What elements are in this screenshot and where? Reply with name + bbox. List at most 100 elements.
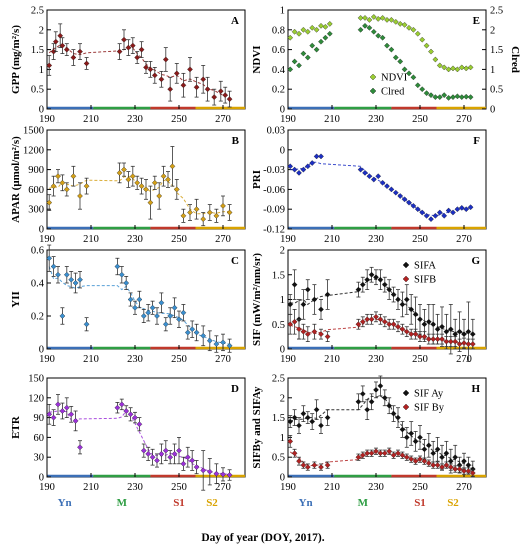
data-point [432,56,439,63]
y-axis-label: YII [10,291,22,308]
data-point [184,454,191,461]
x-tick-label: 270 [456,234,472,245]
data-point [300,328,307,335]
data-point [388,186,395,193]
data-point [452,466,459,472]
data-point [291,58,298,65]
data-point [50,183,57,189]
data-point [162,447,169,454]
data-point [63,186,70,193]
y2-tick-label: 1 [490,65,495,76]
data-point [287,321,294,328]
data-point [463,93,470,100]
data-point [287,438,294,445]
legend-label: SIF By [414,403,445,414]
data-point [412,311,419,318]
data-point [461,331,467,338]
data-point [461,340,467,346]
stage-label-yn: Yn [299,497,313,509]
data-point [388,17,395,23]
data-point [206,337,213,344]
data-point [324,462,331,469]
data-point [50,48,57,55]
data-point [193,84,200,91]
data-point [309,24,316,31]
data-point [439,336,445,342]
data-point [200,76,207,83]
data-point [72,280,79,286]
data-point [304,54,311,61]
data-point [439,454,445,461]
plot-frame [287,377,487,478]
y-tick-label: 150 [28,374,44,385]
y-tick-label: 0.2 [272,85,285,96]
data-point [149,454,156,461]
y-tick-label: 2.5 [31,6,44,17]
data-point [443,462,450,469]
y-tick-label: -0.06 [263,185,285,196]
data-point [406,199,412,206]
data-point [359,390,366,397]
data-point [368,271,375,278]
x-tick-label: 190 [39,234,55,245]
data-point [83,60,90,67]
data-point [436,94,443,101]
data-point [461,468,467,474]
y-tick-label: 1.5 [31,45,44,56]
data-point [52,38,59,45]
y-axis-label: PRI [251,170,263,189]
data-point [439,464,445,470]
data-point [465,328,472,335]
x-tick-label: 210 [83,354,99,365]
data-point [138,183,145,189]
data-point [355,454,362,461]
data-point [154,313,160,319]
data-point [50,263,57,270]
y-tick-label: 2 [39,25,44,36]
fit-line [48,44,230,97]
legend-marker [402,261,410,269]
data-point [156,193,163,199]
x-tick-label: 250 [412,114,428,125]
data-point [125,44,132,51]
data-point [362,170,368,176]
panel-D: 0 30 60 90 120 150 190 210 230 250 270 ETR D [10,374,246,493]
data-point [114,404,121,411]
data-point [121,166,127,173]
data-point [377,450,384,457]
data-point [180,460,187,467]
x-tick-label: 210 [83,482,99,493]
data-point [145,451,152,457]
data-point [287,66,294,73]
plot-frame [287,129,487,230]
data-point [397,193,404,199]
data-point [300,50,307,57]
data-point [384,42,390,49]
data-point [443,328,450,335]
data-point [318,464,324,470]
x-tick-label: 250 [171,482,187,493]
y-tick-label: 0.2 [31,312,44,323]
data-point [171,304,178,311]
panel-H: 0 0.5 1 1.5 2 2.5 190 210 230 250 270 SIFBy and SIF… [251,374,487,493]
data-point [296,422,302,429]
data-point [304,28,311,35]
data-point [421,446,428,453]
data-point [379,34,386,41]
y-tick-label: 90 [34,413,45,424]
data-point [180,212,187,219]
fit-line [290,161,471,217]
data-point [226,342,233,349]
data-point [313,46,320,53]
data-point [423,42,430,49]
plot-frame [46,9,246,110]
x-tick-label: 210 [324,114,340,125]
y-tick-label: 1.5 [272,270,285,281]
data-point [370,14,377,20]
data-point [417,333,423,340]
data-point [428,92,434,99]
data-point [125,176,132,183]
data-point [309,42,316,49]
data-point [204,86,211,93]
data-point [392,18,399,25]
